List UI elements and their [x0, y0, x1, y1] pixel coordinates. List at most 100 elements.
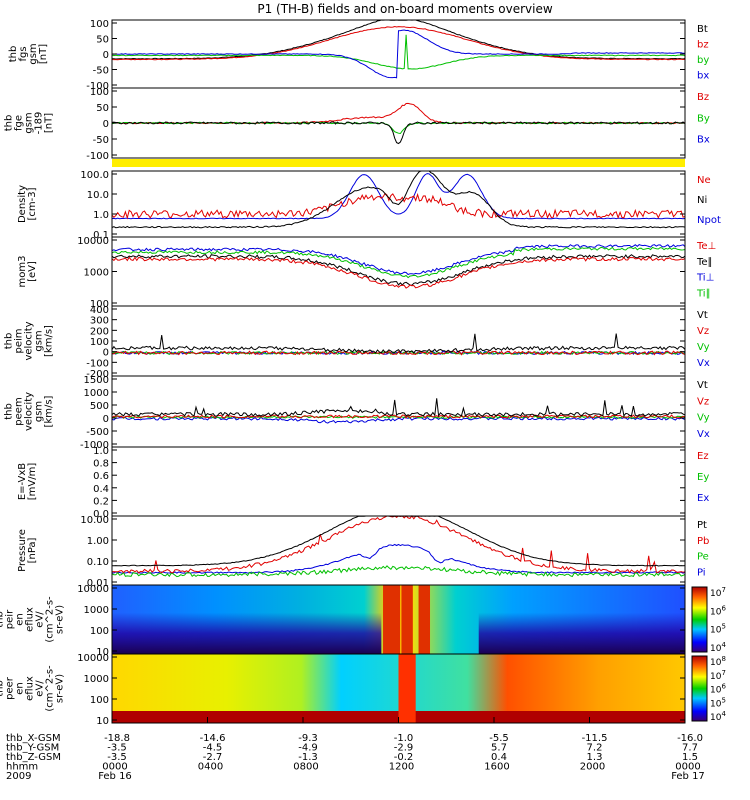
series-line-By — [111, 121, 686, 135]
ion-band-2 — [418, 585, 431, 654]
xtick-value: 1600 — [484, 762, 509, 773]
ytick-label: -500 — [86, 427, 109, 438]
legend-bz: bz — [697, 40, 709, 51]
electron-center-band — [398, 654, 416, 723]
series-line-Vx — [111, 398, 686, 418]
ion-band-0 — [383, 585, 401, 654]
series-line-Bx — [111, 121, 686, 145]
ytick-label: 0.4 — [93, 484, 109, 495]
ytick-label: 1.0 — [93, 446, 109, 457]
colorbar-gradient — [691, 586, 708, 653]
xtick-value: 7.2 — [587, 743, 603, 754]
ytick-label: -100 — [86, 358, 109, 369]
ytick-label: 1.00 — [87, 536, 109, 547]
ytick-label: 0.0 — [93, 509, 109, 520]
series-line-Vt — [111, 416, 686, 424]
panel-ylabel: Density[cm-3] — [17, 185, 38, 223]
series-line-Vy — [111, 350, 686, 356]
panel-ylabel: thbpeerenefluxeV/(cm^2-s-sr-eV) — [0, 665, 66, 712]
ytick-label: 500 — [90, 401, 109, 412]
ytick-label: 200 — [90, 326, 109, 337]
xaxis-row-label: hhmm — [6, 762, 38, 773]
xtick-value: -0.2 — [394, 752, 414, 763]
ytick-label: -50 — [93, 135, 109, 146]
ytick-label: 100 — [90, 695, 109, 706]
colorbar-gradient — [691, 655, 708, 722]
legend-Bz: Bz — [697, 92, 709, 103]
ytick-label: 10.00 — [80, 515, 109, 526]
ytick-label: 0 — [103, 50, 109, 61]
ytick-label: 400 — [90, 305, 109, 316]
legend-Vz: Vz — [697, 326, 709, 337]
ion-band-1 — [401, 585, 413, 654]
xtick-value: -14.6 — [200, 733, 226, 744]
legend-Npot: Npot — [697, 215, 721, 226]
ytick-label: -1000 — [80, 440, 109, 451]
xaxis-row-label: thb_X-GSM — [6, 733, 61, 744]
legend-Pe: Pe — [697, 552, 709, 563]
series-line-Ne — [111, 173, 686, 220]
series-line-by — [111, 34, 686, 70]
panel-ylabel: thbfgsgsm[nT] — [8, 43, 49, 64]
colorbar-label: 107 — [710, 669, 726, 682]
ytick-label: 0 — [103, 348, 109, 359]
ion-low-energy-left — [112, 612, 382, 654]
ytick-label: 0.10 — [87, 557, 109, 568]
colorbar-label: 108 — [710, 655, 726, 668]
series-line-Ti∥ — [111, 256, 686, 289]
xtick-value: 5.7 — [491, 743, 507, 754]
legend-By: By — [697, 113, 710, 124]
xtick-value: -1.0 — [394, 733, 414, 744]
series-line-Npot — [111, 170, 686, 229]
ytick-label: 100 — [90, 299, 109, 310]
panel-frame — [111, 305, 686, 377]
xtick-value: -11.5 — [582, 733, 608, 744]
ion-low-energy-right — [478, 612, 685, 654]
legend-Ez: Ez — [697, 451, 709, 462]
colorbar-label: 106 — [710, 604, 726, 617]
ytick-label: 0.8 — [93, 459, 109, 470]
xtick-value: -9.3 — [298, 733, 318, 744]
panel-ylabel: thbpeirenefluxeV/(cm^2-s-sr-eV) — [0, 596, 66, 643]
colorbar-label: 106 — [710, 683, 726, 696]
panel-p3: 100.0 10.0 1.0 0.1 Density[cm-3] Ne Ni Npot — [17, 170, 721, 241]
legend-Bt: Bt — [697, 24, 708, 35]
legend-Ey: Ey — [697, 472, 709, 483]
xtick-value: 0000 — [102, 762, 127, 773]
panel-ylabel: E=-VxB[mV/m] — [17, 463, 38, 501]
series-line-Pt — [112, 543, 686, 574]
xaxis-row-label: thb_Y-GSM — [6, 743, 59, 754]
colorbar-label: 105 — [710, 696, 726, 709]
xaxis-row-label: thb_Z-GSM — [6, 752, 61, 763]
xtick-value: 0000 — [675, 762, 700, 773]
ytick-label: 1000 — [84, 605, 109, 616]
xtick-value: -18.8 — [104, 733, 130, 744]
ytick-label: 1000 — [84, 674, 109, 685]
xtick-value: Feb 17 — [671, 771, 705, 782]
panel-ylabel: mom3[eV] — [17, 256, 38, 288]
legend-Vy: Vy — [697, 413, 710, 424]
legend-by: by — [697, 55, 709, 66]
series-line-Ti⊥ — [111, 254, 686, 286]
ytick-label: 0.01 — [87, 578, 109, 589]
ytick-label: -100 — [86, 81, 109, 92]
legend-Ne: Ne — [697, 175, 711, 186]
ytick-label: 0.1 — [93, 230, 109, 241]
legend-Te∥: Te∥ — [696, 257, 713, 268]
series-line-Te∥ — [111, 246, 686, 279]
panel-p4: 10000 1000 100 mom3[eV] Te⊥ Te∥ Ti⊥ Ti∥ — [17, 236, 716, 310]
xtick-value: Feb 16 — [98, 771, 132, 782]
ytick-label: 10.0 — [87, 190, 109, 201]
colorbar-label: 104 — [710, 641, 726, 654]
panel-frame — [111, 375, 686, 448]
series-line-Pi — [111, 515, 686, 567]
xtick-value: 1.3 — [587, 752, 603, 763]
legend-Pi: Pi — [697, 567, 706, 578]
series-line-Vx — [111, 333, 686, 354]
xtick-value: 0800 — [293, 762, 318, 773]
xtick-value: -2.9 — [394, 743, 414, 754]
legend-Vz: Vz — [697, 396, 709, 407]
